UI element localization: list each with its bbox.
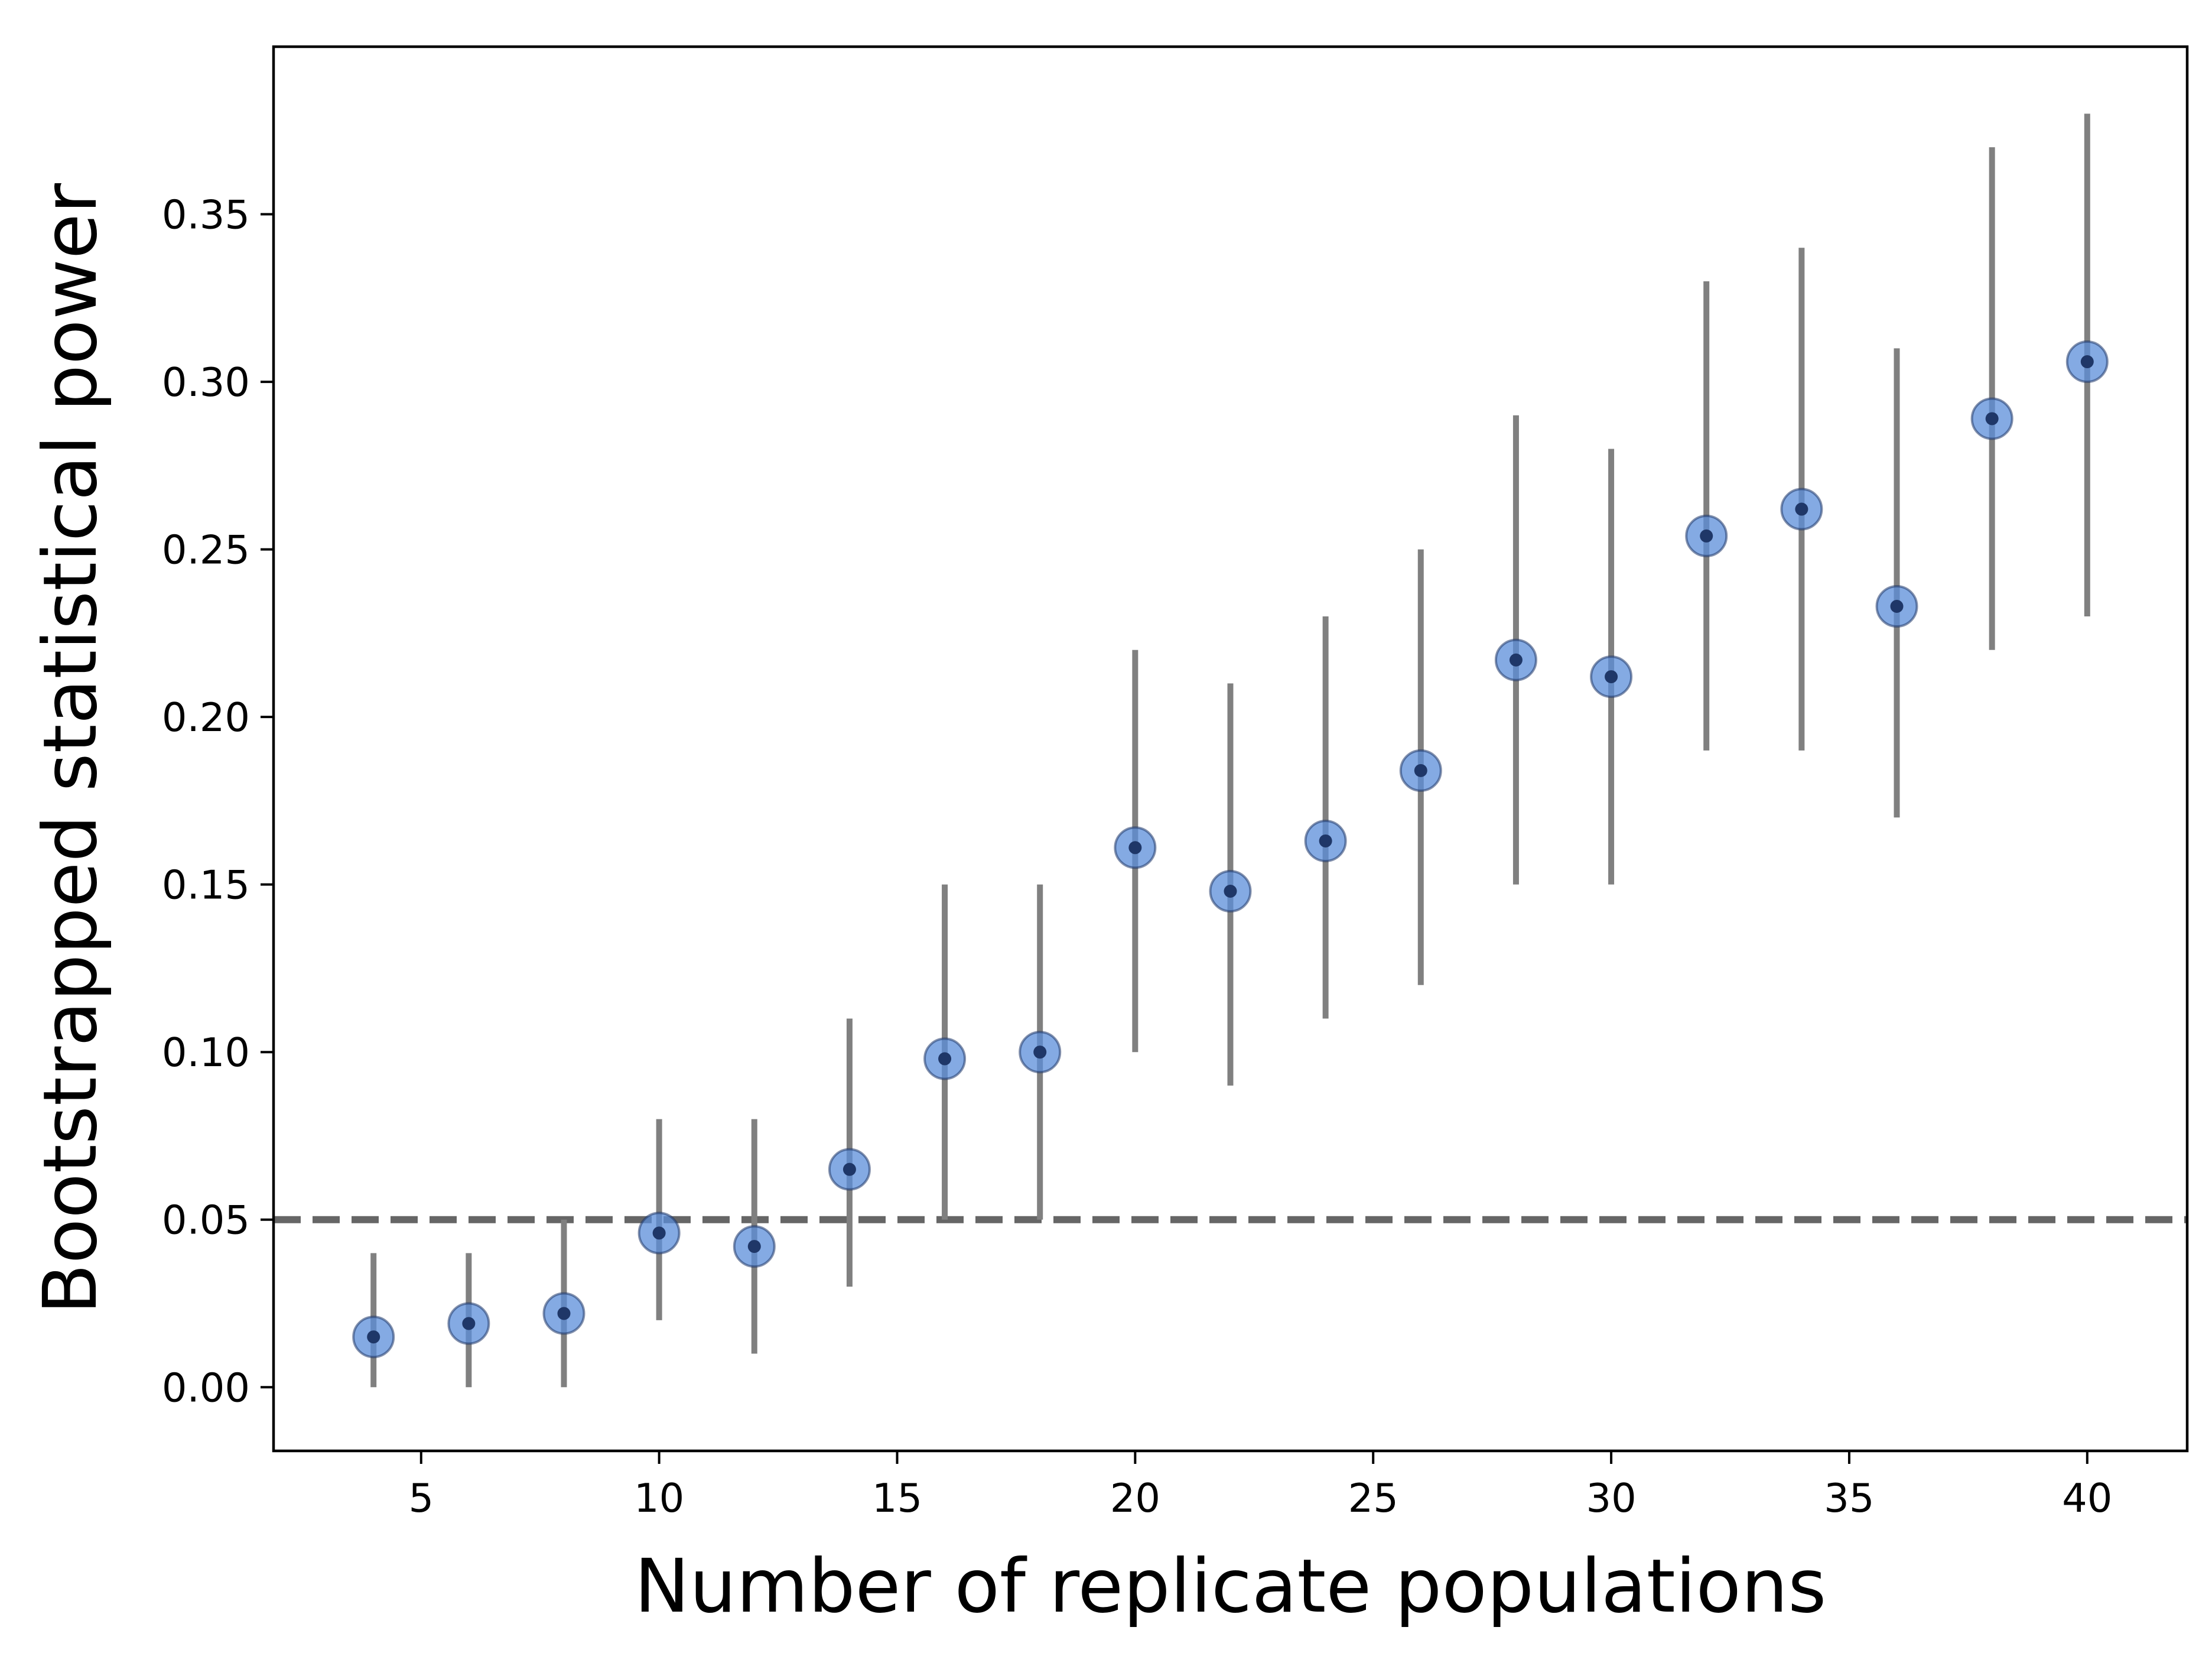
data-point-center-17 — [1985, 412, 1999, 426]
y-tick-label-3: 0.15 — [162, 862, 250, 908]
y-tick-label-1: 0.05 — [162, 1197, 250, 1243]
x-tick-label-1: 10 — [634, 1475, 684, 1521]
plot-frame — [272, 45, 2189, 1453]
data-point-center-7 — [1033, 1045, 1047, 1059]
x-tick-label-7: 40 — [2062, 1475, 2112, 1521]
data-point-center-3 — [652, 1226, 666, 1240]
marker-group — [352, 340, 2109, 1359]
data-point-center-1 — [462, 1317, 476, 1330]
data-point-center-5 — [842, 1162, 856, 1176]
data-point-center-12 — [1509, 653, 1523, 667]
data-point-center-9 — [1224, 885, 1237, 898]
data-point-center-4 — [747, 1240, 761, 1253]
x-tick-label-6: 35 — [1824, 1475, 1874, 1521]
y-axis-title: Bootstrapped statistical power — [28, 183, 113, 1314]
y-tick-label-5: 0.25 — [162, 527, 250, 573]
data-point-center-13 — [1605, 670, 1618, 684]
data-point-center-14 — [1700, 529, 1713, 543]
data-point-center-2 — [557, 1307, 571, 1320]
data-point-center-18 — [2080, 355, 2094, 369]
data-point-center-16 — [1890, 599, 1904, 613]
y-tick-label-7: 0.35 — [162, 192, 250, 238]
y-tick-label-2: 0.10 — [162, 1030, 250, 1076]
y-tick-label-6: 0.30 — [162, 359, 250, 405]
data-point-center-6 — [938, 1052, 952, 1066]
data-point-center-11 — [1414, 764, 1427, 777]
data-point-center-15 — [1795, 502, 1808, 516]
x-tick-label-0: 5 — [408, 1475, 434, 1521]
data-point-center-0 — [367, 1330, 380, 1344]
y-axis-ticks: 0.00 0.05 0.10 0.15 0.20 0.25 0.30 0.35 — [162, 192, 274, 1411]
data-point-center-10 — [1319, 834, 1332, 847]
x-tick-label-4: 25 — [1348, 1475, 1398, 1521]
x-axis-ticks: 5 10 15 20 25 30 35 40 — [408, 1451, 2112, 1521]
x-axis-title: Number of replicate populations — [635, 1544, 1827, 1629]
x-tick-label-5: 30 — [1586, 1475, 1636, 1521]
x-tick-label-2: 15 — [872, 1475, 922, 1521]
y-tick-label-0: 0.00 — [162, 1365, 250, 1411]
x-tick-label-3: 20 — [1110, 1475, 1160, 1521]
y-tick-label-4: 0.20 — [162, 694, 250, 741]
data-point-center-8 — [1128, 841, 1142, 855]
